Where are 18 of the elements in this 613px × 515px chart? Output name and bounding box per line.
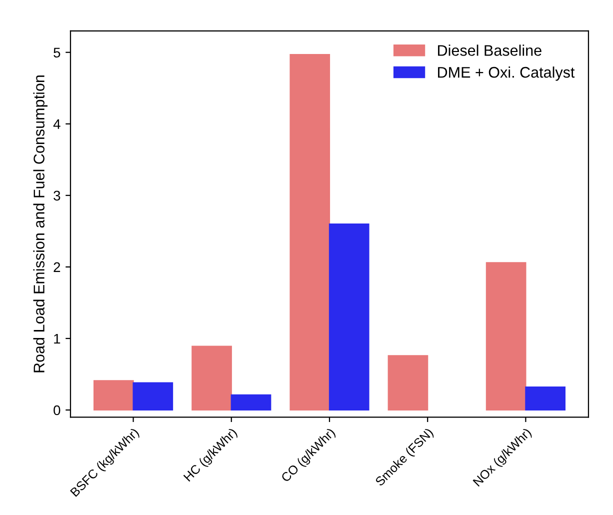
- y-tick-label: 3: [54, 190, 60, 201]
- bar: [93, 380, 134, 411]
- legend-label: Diesel Baseline: [438, 44, 542, 56]
- y-axis-title: Road Load Emission and Fuel Consumption: [33, 76, 48, 372]
- bar: [525, 386, 566, 411]
- bar: [230, 394, 272, 411]
- y-tick-label: 2: [54, 262, 60, 272]
- bar: [132, 382, 174, 411]
- y-tick-label: 0: [54, 405, 60, 416]
- y-tick-label: 4: [53, 119, 60, 129]
- y-tick-label: 5: [54, 48, 60, 58]
- y-tick-label: 1: [54, 334, 60, 344]
- bar: [192, 346, 232, 411]
- bar: [290, 54, 330, 411]
- legend-label: DME + Oxi. Catalyst: [438, 66, 575, 81]
- bar: [328, 223, 370, 411]
- bar: [486, 262, 526, 411]
- bar: [388, 355, 428, 411]
